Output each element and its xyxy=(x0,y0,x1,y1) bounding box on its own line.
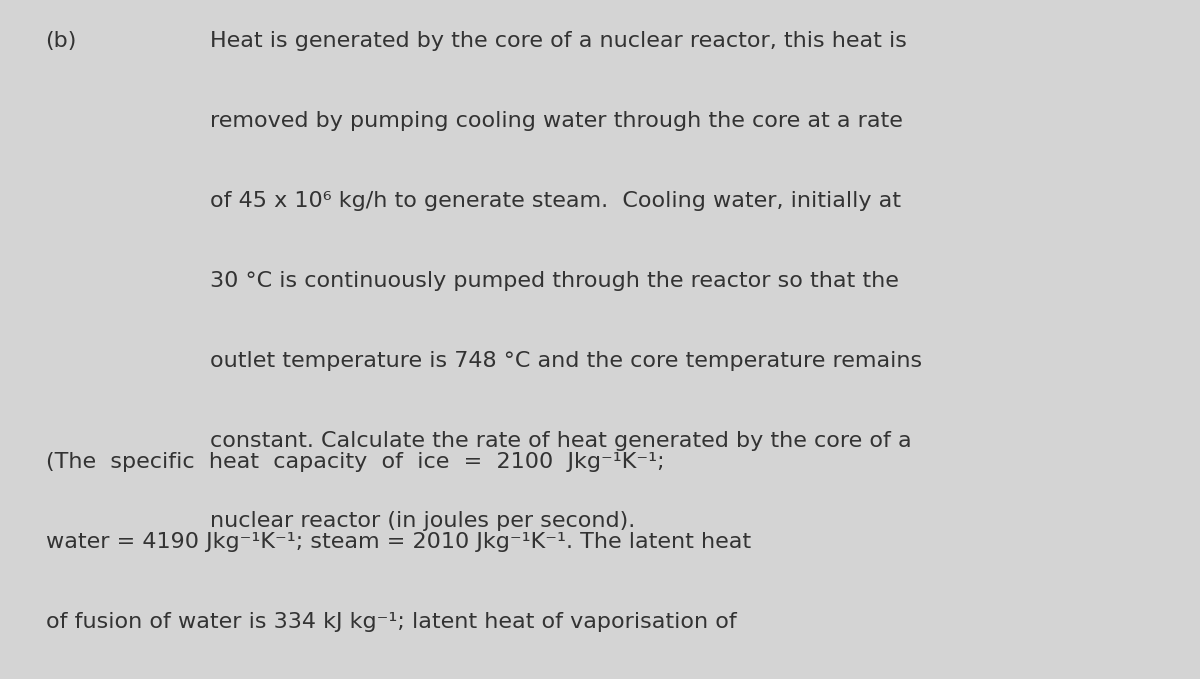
Text: (The  specific  heat  capacity  of  ice  =  2100  Jkg⁻¹K⁻¹;: (The specific heat capacity of ice = 210… xyxy=(46,452,665,471)
Text: of fusion of water is 334 kJ kg⁻¹; latent heat of vaporisation of: of fusion of water is 334 kJ kg⁻¹; laten… xyxy=(46,612,737,631)
Text: nuclear reactor (in joules per second).: nuclear reactor (in joules per second). xyxy=(210,511,635,531)
Text: removed by pumping cooling water through the core at a rate: removed by pumping cooling water through… xyxy=(210,111,902,130)
Text: Heat is generated by the core of a nuclear reactor, this heat is: Heat is generated by the core of a nucle… xyxy=(210,31,907,50)
Text: constant. Calculate the rate of heat generated by the core of a: constant. Calculate the rate of heat gen… xyxy=(210,431,912,451)
Text: outlet temperature is 748 °C and the core temperature remains: outlet temperature is 748 °C and the cor… xyxy=(210,351,922,371)
Text: water = 4190 Jkg⁻¹K⁻¹; steam = 2010 Jkg⁻¹K⁻¹. The latent heat: water = 4190 Jkg⁻¹K⁻¹; steam = 2010 Jkg⁻… xyxy=(46,532,751,551)
Text: of 45 x 10⁶ kg/h to generate steam.  Cooling water, initially at: of 45 x 10⁶ kg/h to generate steam. Cool… xyxy=(210,191,901,210)
Text: 30 °C is continuously pumped through the reactor so that the: 30 °C is continuously pumped through the… xyxy=(210,271,899,291)
Text: (b): (b) xyxy=(46,31,77,50)
